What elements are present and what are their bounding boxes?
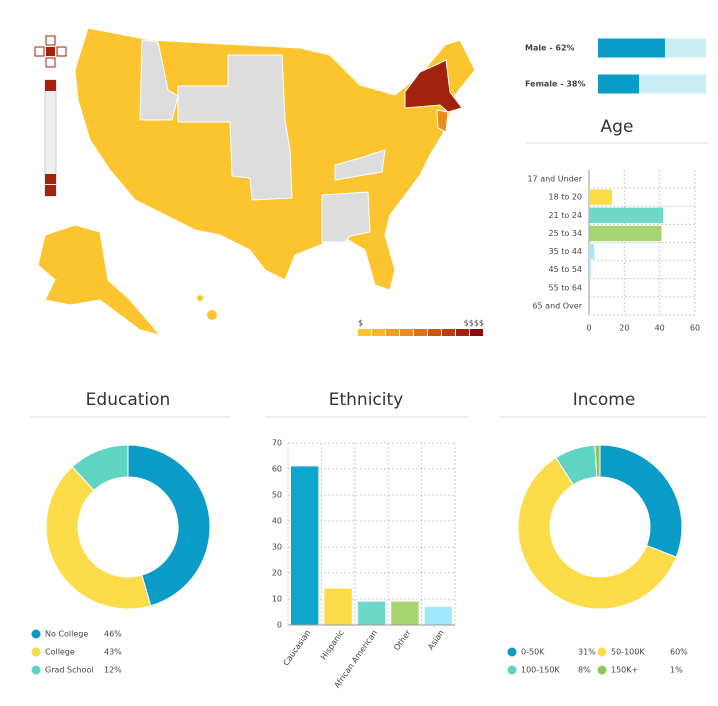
legend-label: 100-150K (521, 666, 560, 675)
donut-segment (517, 457, 677, 610)
x-tick-label: Other (392, 628, 413, 652)
bar (589, 225, 662, 242)
category-label: 55 to 64 (549, 283, 582, 292)
legend-label: 150K+ (611, 666, 638, 675)
bar (589, 261, 591, 278)
pan-left[interactable] (34, 46, 45, 57)
x-tick-label: Asian (426, 628, 446, 651)
legend-label: Grad School (45, 666, 94, 675)
map-controls[interactable] (34, 35, 67, 197)
x-tick-label: Caucasian (281, 628, 312, 667)
category-label: 17 and Under (527, 175, 582, 184)
legend-marker (31, 629, 41, 639)
map-legend-swatch (428, 329, 441, 336)
chart-title: Income (573, 390, 636, 410)
legend-value: 46% (104, 630, 122, 639)
category-label: 21 to 24 (549, 211, 582, 220)
map-legend-swatch (470, 329, 483, 336)
y-tick-label: 30 (272, 543, 282, 552)
bar (324, 588, 352, 625)
map-legend-swatch (358, 329, 371, 336)
donut-segment (71, 444, 129, 492)
bar (589, 189, 612, 205)
legend-marker (507, 647, 517, 657)
map-legend-swatch (442, 329, 455, 336)
chart-title: Ethnicity (329, 390, 403, 410)
legend-marker (597, 665, 607, 675)
donut-segment (594, 444, 601, 478)
bar (598, 38, 665, 58)
bar (424, 606, 452, 625)
bar (598, 74, 640, 94)
category-label: Female - 38% (525, 80, 586, 89)
us-map (37, 27, 476, 336)
map-legend-swatch (372, 329, 385, 336)
legend-value: 12% (104, 666, 122, 675)
legend-marker (31, 647, 41, 657)
hawaii (207, 310, 217, 320)
legend-label: No College (45, 630, 88, 639)
donut-segment (127, 444, 211, 607)
y-tick-label: 50 (272, 491, 282, 500)
donut-segment (45, 466, 152, 610)
alaska (37, 224, 162, 336)
gray-states-south (321, 191, 371, 243)
bar (357, 601, 386, 625)
pan-up[interactable] (45, 35, 56, 46)
category-label: 25 to 34 (549, 229, 582, 238)
bar (589, 207, 664, 224)
pan-right[interactable] (56, 46, 67, 57)
bar (589, 243, 595, 260)
y-tick-label: 10 (272, 595, 282, 604)
state-new-york (404, 59, 463, 113)
legend-value: 43% (104, 648, 122, 657)
category-label: 45 to 54 (549, 265, 582, 274)
hawaii (197, 295, 203, 301)
map-legend-swatch (386, 329, 399, 336)
zoom-handle[interactable] (45, 174, 56, 184)
gray-states-plains (177, 54, 293, 201)
legend-value: 1% (670, 666, 683, 675)
map-legend-swatch (400, 329, 413, 336)
zoom-in[interactable] (45, 80, 56, 91)
legend-label: 50-100K (611, 648, 645, 657)
legend-value: 31% (578, 648, 596, 657)
x-tick-label: 0 (586, 324, 591, 333)
bar (391, 601, 419, 625)
chart-title: Age (601, 117, 634, 137)
x-tick-label: Hispanic (319, 628, 346, 661)
map-legend-low: $ (358, 319, 363, 328)
y-tick-label: 20 (272, 569, 282, 578)
legend-marker (507, 665, 517, 675)
gray-state-kentucky (334, 149, 386, 181)
bar (291, 466, 319, 625)
legend-value: 8% (578, 666, 591, 675)
legend-marker (31, 665, 41, 675)
state-new-jersey (436, 109, 449, 133)
legend-label: 0-50K (521, 648, 545, 657)
category-label: Male - 62% (525, 44, 575, 53)
zoom-out[interactable] (45, 185, 56, 196)
chart-title: Education (86, 390, 171, 410)
home[interactable] (46, 47, 55, 56)
y-tick-label: 0 (277, 621, 282, 630)
x-tick-label: 20 (619, 324, 629, 333)
y-tick-label: 40 (272, 517, 282, 526)
map-legend-swatch (456, 329, 469, 336)
pan-down[interactable] (45, 57, 56, 68)
y-tick-label: 60 (272, 465, 282, 474)
x-tick-label: 40 (655, 324, 665, 333)
y-tick-label: 70 (272, 439, 282, 448)
donut-segment (599, 444, 683, 558)
category-label: 65 and Over (532, 301, 582, 310)
x-tick-label: 60 (690, 324, 700, 333)
legend-label: College (45, 648, 75, 657)
map-legend-swatch (414, 329, 427, 336)
category-label: 35 to 44 (549, 247, 582, 256)
legend-value: 60% (670, 648, 688, 657)
category-label: 18 to 20 (549, 193, 582, 202)
map-legend-high: $$$$ (464, 319, 484, 328)
legend-marker (597, 647, 607, 657)
